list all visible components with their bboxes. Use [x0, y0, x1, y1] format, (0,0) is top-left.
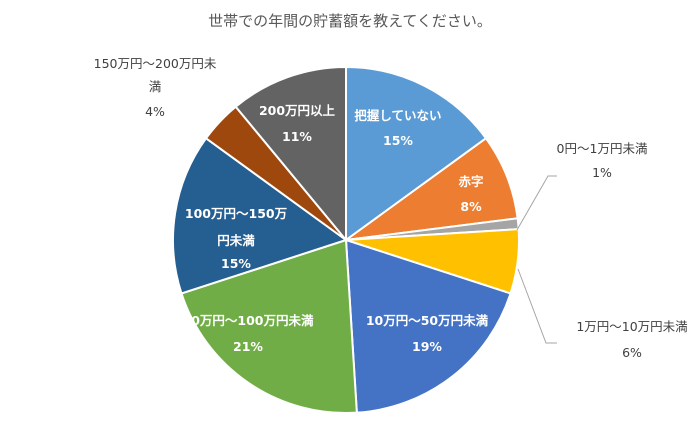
slice-category-label: 200万円以上: [259, 103, 336, 118]
pie-slice: [345, 65, 488, 242]
slice-value-label: 1%: [592, 165, 612, 180]
pie-slice: [172, 136, 349, 295]
slice-labels: 把握していない 15% 赤字 8% 0円～1万円未満 1% 1万円～10万円未満 6% 10万円…: [94, 56, 688, 360]
slice-category-label: 満: [149, 79, 162, 94]
slice-category-label: 150万円～200万円未: [94, 56, 217, 71]
slice-category-label: 1万円～10万円未満: [576, 319, 687, 334]
leader-line: [516, 175, 557, 231]
pie-slices: [172, 65, 521, 415]
slice-category-label: 円未満: [217, 233, 255, 248]
slice-category-label: 赤字: [458, 174, 483, 189]
slice-value-label: 15%: [221, 256, 251, 271]
slice-value-label: 8%: [460, 199, 482, 214]
slice-value-label: 6%: [622, 345, 642, 360]
leader-lines: [516, 175, 557, 344]
leader-line: [517, 268, 557, 344]
slice-value-label: 21%: [233, 339, 263, 354]
chart-title: 世帯での年間の貯蓄額を教えてください。: [208, 12, 492, 30]
slice-category-label: 0円～1万円未満: [557, 141, 648, 156]
slice-category-label: 50万円～100万円未満: [183, 313, 314, 328]
slice-value-label: 11%: [282, 129, 312, 144]
slice-category-label: 把握していない: [354, 108, 441, 123]
slice-category-label: 10万円～50万円未満: [366, 313, 489, 328]
slice-value-label: 19%: [412, 339, 442, 354]
slice-category-label: 100万円～150万: [185, 206, 287, 221]
slice-value-label: 15%: [383, 133, 413, 148]
pie-slice: [344, 238, 512, 414]
pie-slice: [180, 238, 358, 415]
slice-value-label: 4%: [145, 104, 165, 119]
pie-slice: [234, 65, 347, 243]
